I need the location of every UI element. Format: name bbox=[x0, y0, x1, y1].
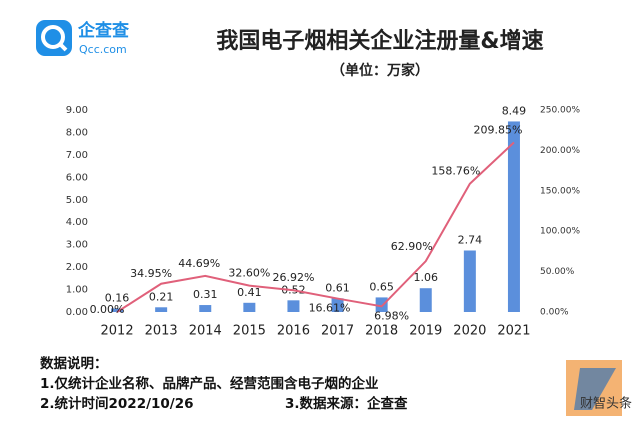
bar-value-label: 0.41 bbox=[237, 286, 262, 299]
bar-value-label: 8.49 bbox=[502, 104, 527, 117]
line-value-label: 26.92% bbox=[272, 271, 314, 284]
y-tick-label: 9.00 bbox=[66, 105, 88, 116]
bar-value-label: 0.21 bbox=[149, 290, 174, 303]
line-value-label: 32.60% bbox=[228, 267, 270, 280]
bar bbox=[375, 297, 388, 312]
line-value-label: 34.95% bbox=[130, 267, 172, 280]
watermark: 财智头条 bbox=[566, 360, 632, 416]
x-tick-label: 2018 bbox=[365, 324, 398, 339]
bar-value-label: 2.74 bbox=[458, 234, 483, 247]
logo-handle bbox=[58, 42, 68, 52]
bar bbox=[243, 302, 256, 312]
y2-tick-label: 0.00% bbox=[540, 308, 569, 318]
x-tick-label: 2020 bbox=[453, 324, 486, 339]
line-value-label: 158.76% bbox=[431, 165, 480, 178]
chart-subtitle: （单位：万家） bbox=[331, 62, 429, 79]
y-tick-label: 6.00 bbox=[66, 172, 88, 183]
line-value-label: 44.69% bbox=[178, 257, 220, 270]
logo: 企查查 Qcc.com bbox=[36, 20, 130, 56]
y-tick-label: 1.00 bbox=[66, 285, 88, 296]
y2-tick-label: 150.00% bbox=[540, 186, 580, 196]
logo-name: 企查查 bbox=[77, 20, 130, 41]
x-tick-label: 2013 bbox=[145, 324, 178, 339]
bar bbox=[111, 308, 124, 312]
line-value-label: 209.85% bbox=[473, 123, 522, 136]
y2-tick-label: 250.00% bbox=[540, 106, 580, 116]
notes-heading: 数据说明： bbox=[40, 355, 108, 372]
bar bbox=[463, 250, 476, 312]
line-value-label: 16.61% bbox=[309, 302, 351, 315]
line bbox=[116, 141, 515, 313]
y-tick-label: 3.00 bbox=[66, 240, 88, 251]
y2-tick-label: 200.00% bbox=[540, 146, 580, 156]
x-tick-label: 2014 bbox=[189, 324, 222, 339]
y-tick-label: 4.00 bbox=[66, 217, 88, 228]
note: 2.统计时间2022/10/26 bbox=[40, 395, 194, 412]
bar bbox=[331, 298, 344, 312]
logo-site: Qcc.com bbox=[79, 43, 127, 56]
watermark-shape bbox=[574, 368, 616, 410]
y2-tick-label: 100.00% bbox=[540, 227, 580, 237]
chart-title: 我国电子烟相关企业注册量&增速 bbox=[216, 28, 543, 54]
note: 1.仅统计企业名称、品牌产品、经营范围含电子烟的企业 bbox=[40, 375, 379, 392]
x-tick-label: 2019 bbox=[409, 324, 442, 339]
bar bbox=[199, 305, 212, 312]
bar bbox=[507, 121, 520, 313]
note: 3.数据来源：企查查 bbox=[285, 395, 408, 412]
x-tick-label: 2012 bbox=[101, 324, 134, 339]
y-tick-label: 8.00 bbox=[66, 127, 88, 138]
watermark-text: 财智头条 bbox=[580, 396, 632, 412]
bar bbox=[419, 288, 432, 312]
logo-ring bbox=[41, 25, 65, 49]
line-value-label: 6.98% bbox=[374, 309, 409, 322]
x-tick-label: 2016 bbox=[277, 324, 310, 339]
bar-value-label: 1.06 bbox=[414, 271, 439, 284]
line-value-label: 62.90% bbox=[391, 240, 433, 253]
y-tick-label: 5.00 bbox=[66, 195, 88, 206]
x-tick-label: 2015 bbox=[233, 324, 266, 339]
y2-tick-label: 50.00% bbox=[540, 267, 575, 277]
bar bbox=[287, 300, 300, 312]
bar bbox=[155, 307, 168, 312]
bar-value-label: 0.31 bbox=[193, 288, 218, 301]
bar-value-label: 0.16 bbox=[105, 291, 130, 304]
line-value-label: 0.00% bbox=[90, 303, 125, 316]
bar-value-label: 0.61 bbox=[325, 281, 350, 294]
y-tick-label: 7.00 bbox=[66, 150, 88, 161]
y-tick-label: 0.00 bbox=[66, 307, 88, 318]
x-tick-label: 2021 bbox=[497, 324, 530, 339]
x-tick-label: 2017 bbox=[321, 324, 354, 339]
y-tick-label: 2.00 bbox=[66, 262, 88, 273]
bar-value-label: 0.65 bbox=[369, 280, 394, 293]
